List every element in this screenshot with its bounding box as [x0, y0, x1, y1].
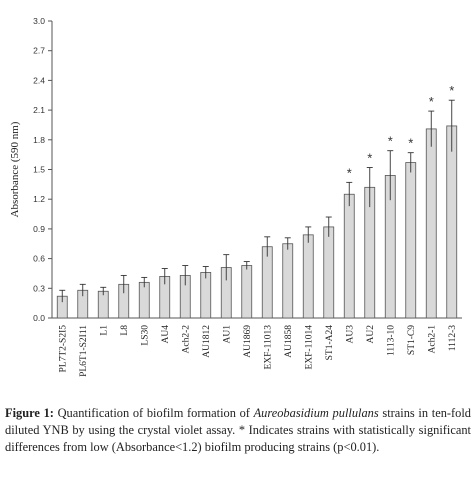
caption-species: Aureobasidium pullulans — [253, 406, 379, 420]
significance-marker: * — [367, 151, 372, 166]
x-tick-label: LS30 — [140, 325, 150, 346]
y-tick-label: 2.4 — [33, 75, 45, 85]
x-tick-label: L8 — [120, 325, 130, 336]
y-tick-label: 0.9 — [33, 224, 45, 234]
x-tick-label: 1113-10 — [386, 325, 396, 356]
x-tick-label: Ach2-1 — [427, 325, 437, 354]
y-tick-label: 3.0 — [33, 16, 45, 26]
x-tick-label: AU1 — [222, 325, 232, 344]
x-tick-label: EXF-11013 — [263, 325, 273, 370]
x-tick-label: PL6T1-S2I11 — [79, 325, 89, 377]
y-tick-label: 1.8 — [33, 135, 45, 145]
x-tick-label: PL7T2-S2I5 — [58, 325, 68, 373]
bar — [200, 272, 212, 319]
x-tick-label: AU1812 — [202, 325, 212, 358]
bar — [323, 226, 335, 319]
bar — [241, 265, 253, 319]
x-tick-label: AU4 — [161, 325, 171, 344]
bar — [302, 234, 314, 319]
bar — [343, 193, 355, 319]
y-tick-label: 2.7 — [33, 46, 45, 56]
x-tick-label: EXF-11014 — [304, 325, 314, 370]
bar-chart: 0.0 0.3 0.6 0.9 1.2 1.5 1.8 2.1 2.4 2.7 3.0 Absorba… — [9, 16, 462, 377]
y-tick-label: 1.2 — [33, 194, 45, 204]
significance-marker: * — [449, 83, 454, 98]
x-tick-label: ST1-A24 — [325, 325, 335, 361]
y-tick-label: 0.3 — [33, 283, 45, 293]
x-tick-label: AU3 — [345, 325, 355, 344]
caption-text-2: strains in ten-fold diluted YNB by using… — [5, 406, 471, 454]
bar — [97, 290, 109, 319]
caption-label: Figure 1: — [5, 406, 54, 420]
x-tick-label: AU1869 — [243, 325, 253, 358]
x-tick-label: ST1-C9 — [407, 325, 417, 355]
significance-marker: * — [347, 165, 352, 180]
bar — [282, 243, 294, 319]
caption-text-1: Quantification of biofilm formation of — [53, 406, 254, 420]
figure-caption: Figure 1: Quantification of biofilm form… — [5, 405, 471, 456]
y-tick-label: 0.6 — [33, 254, 45, 264]
y-tick-label: 2.1 — [33, 105, 45, 115]
significance-marker: * — [429, 94, 434, 109]
x-tick-label: AU1858 — [284, 325, 294, 358]
y-tick-label: 1.5 — [33, 165, 45, 175]
bar — [138, 281, 150, 319]
x-tick-label: L1 — [99, 325, 109, 336]
y-tick-label: 0.0 — [33, 313, 45, 323]
bar — [405, 162, 417, 319]
bar — [425, 128, 437, 319]
significance-marker: * — [408, 136, 413, 151]
chart-area: 0.0 0.3 0.6 0.9 1.2 1.5 1.8 2.1 2.4 2.7 3.0 Absorba… — [9, 16, 462, 377]
bar — [446, 125, 458, 319]
x-tick-label: Ach2-2 — [181, 325, 191, 354]
significance-marker: * — [388, 134, 393, 149]
x-tick-label: 1112-3 — [448, 325, 458, 351]
x-tick-label: AU2 — [366, 325, 376, 344]
y-axis-label: Absorbance (590 nm) — [9, 121, 21, 217]
bar — [261, 246, 273, 319]
